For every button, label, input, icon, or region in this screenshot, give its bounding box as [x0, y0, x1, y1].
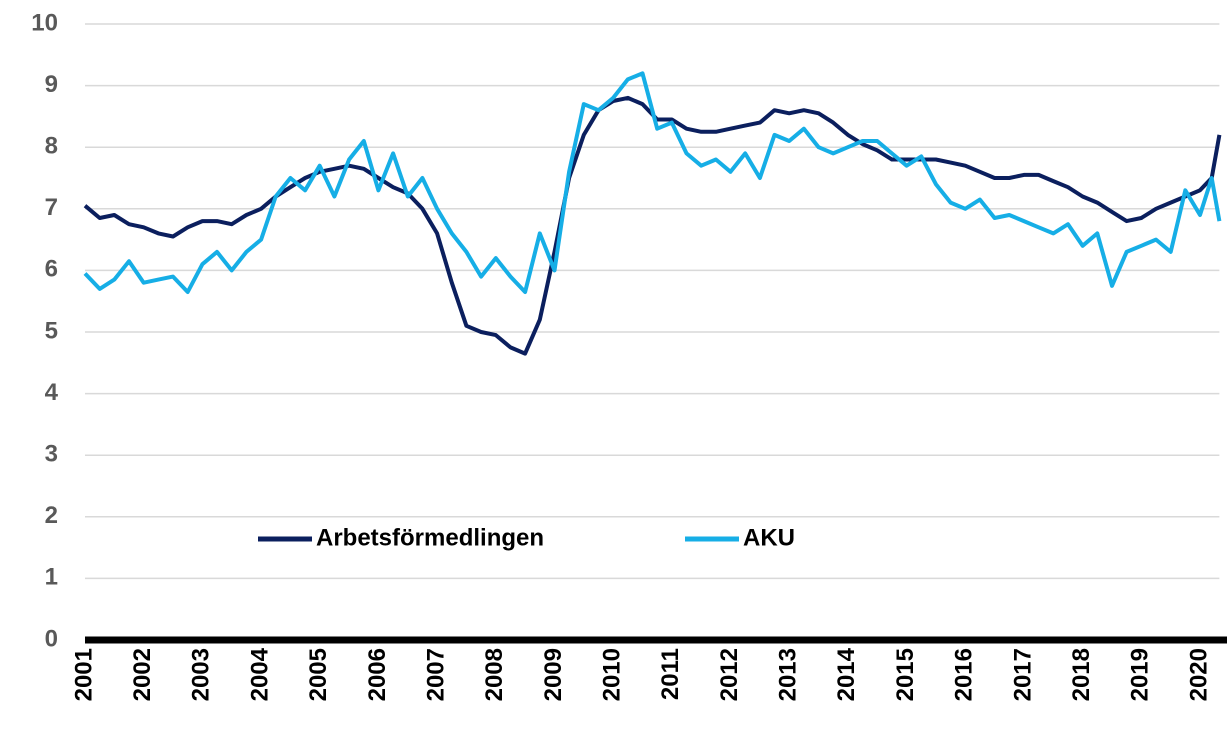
x-tick-label: 2001 — [70, 648, 97, 701]
legend-label: AKU — [743, 524, 795, 551]
x-tick-label: 2005 — [305, 648, 332, 701]
y-tick-label: 4 — [45, 379, 59, 406]
y-tick-label: 9 — [45, 71, 58, 98]
x-tick-label: 2008 — [481, 648, 508, 701]
x-tick-label: 2014 — [833, 647, 860, 701]
y-tick-label: 5 — [45, 317, 58, 344]
y-tick-label: 2 — [45, 502, 58, 529]
x-tick-label: 2012 — [716, 648, 743, 701]
legend-label: Arbetsförmedlingen — [316, 524, 544, 551]
y-tick-label: 7 — [45, 194, 58, 221]
x-tick-label: 2003 — [188, 648, 215, 701]
y-tick-label: 0 — [45, 625, 58, 652]
x-tick-label: 2007 — [422, 648, 449, 701]
x-tick-label: 2002 — [129, 648, 156, 701]
x-tick-label: 2010 — [599, 648, 626, 701]
series-line — [83, 95, 1222, 356]
x-tick-label: 2011 — [657, 648, 684, 700]
y-tick-label: 8 — [45, 133, 58, 160]
x-tick-label: 2018 — [1068, 648, 1095, 701]
x-tick-label: 2016 — [951, 648, 978, 701]
x-tick-label: 2009 — [540, 648, 567, 701]
y-tick-label: 1 — [45, 564, 58, 591]
x-tick-label: 2004 — [246, 647, 273, 701]
y-tick-label: 6 — [45, 256, 58, 283]
x-tick-label: 2017 — [1009, 648, 1036, 701]
y-tick-label: 3 — [45, 441, 58, 468]
x-tick-label: 2015 — [892, 648, 919, 701]
x-tick-label: 2019 — [1127, 648, 1154, 701]
y-tick-label: 10 — [31, 9, 58, 36]
x-tick-label: 2006 — [364, 648, 391, 701]
x-tick-label: 2013 — [775, 648, 802, 701]
series-line — [83, 71, 1222, 294]
x-tick-label: 2020 — [1185, 648, 1212, 701]
